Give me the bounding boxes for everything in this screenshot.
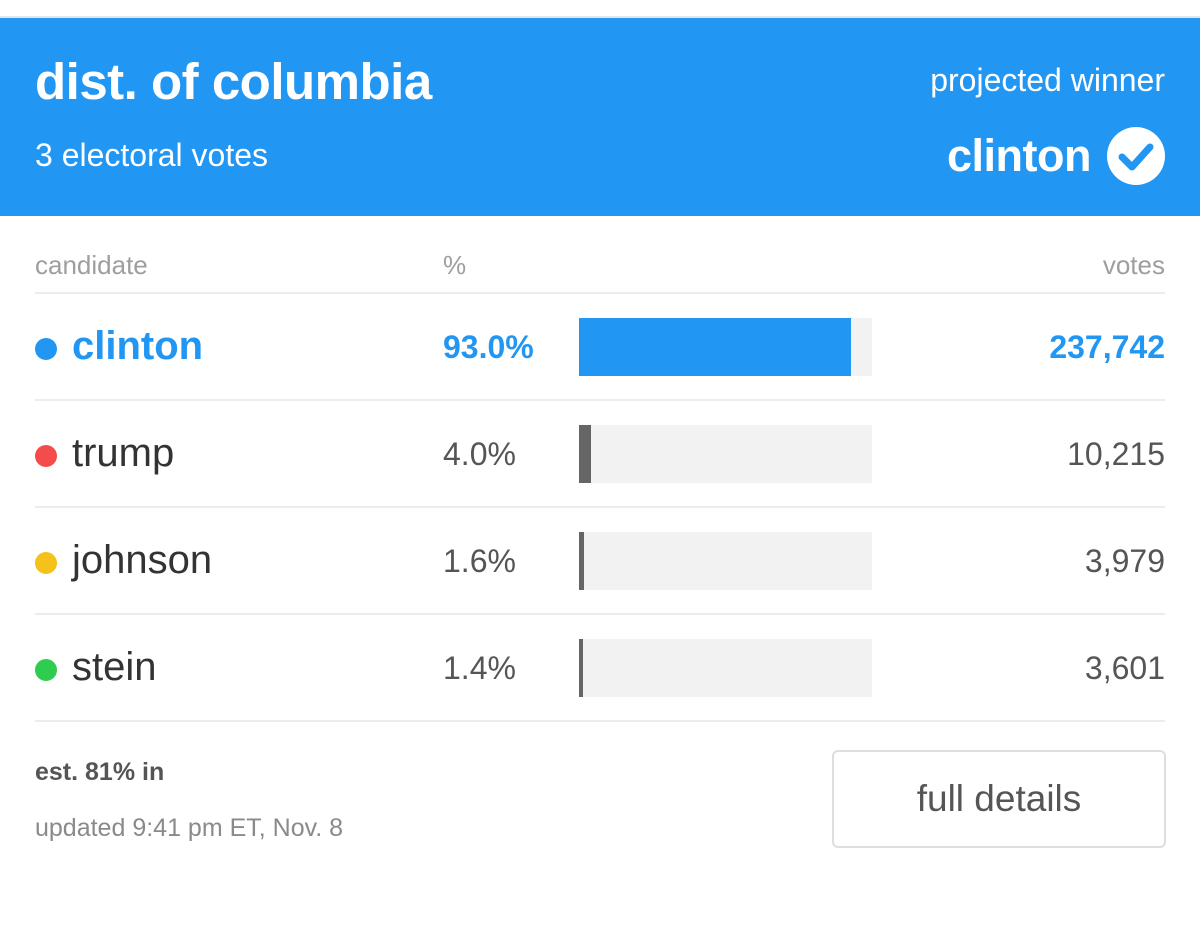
electoral-votes-label: 3 electoral votes (35, 137, 269, 173)
vote-share-bar-fill (579, 639, 583, 697)
candidate-color-dot (35, 338, 57, 360)
candidate-column-header: candidate (35, 250, 148, 280)
candidate-percent: 1.4% (443, 650, 516, 686)
candidate-votes: 3,601 (1084, 650, 1165, 686)
candidate-row-clinton: clinton 93.0% 237,742 (0, 294, 1200, 401)
updated-timestamp: updated 9:41 pm ET, Nov. 8 (35, 814, 344, 842)
percent-column-header: % (443, 250, 467, 280)
check-circle-icon (1107, 127, 1165, 185)
candidate-name: johnson (72, 538, 213, 582)
top-strip (0, 0, 1200, 18)
vote-share-bar-fill (579, 425, 591, 483)
candidate-row-stein: stein 1.4% 3,601 (0, 615, 1200, 722)
projected-winner-label: projected winner (930, 62, 1165, 98)
winner-name: clinton (947, 130, 1091, 181)
candidate-percent: 93.0% (443, 329, 534, 365)
candidate-color-dot (35, 659, 57, 681)
candidate-name: trump (72, 431, 175, 475)
candidate-color-dot (35, 552, 57, 574)
candidate-percent: 4.0% (443, 436, 516, 472)
candidate-color-dot (35, 445, 57, 467)
votes-column-header: votes (1102, 250, 1165, 280)
vote-share-bar-fill (579, 318, 851, 376)
reporting-estimate: est. 81% in (35, 758, 165, 786)
vote-share-bar (579, 318, 872, 376)
vote-share-bar (579, 425, 872, 483)
candidate-percent: 1.6% (443, 543, 516, 579)
vote-share-bar (579, 639, 872, 697)
candidate-name: stein (72, 645, 157, 689)
results-header: dist. of columbia 3 electoral votes proj… (0, 18, 1200, 216)
candidate-votes: 3,979 (1084, 543, 1165, 579)
row-divider (35, 506, 1165, 508)
projected-winner: clinton (947, 124, 1165, 188)
full-details-button[interactable]: full details (832, 750, 1166, 848)
candidate-name: clinton (72, 324, 204, 368)
row-divider (35, 613, 1165, 615)
state-title: dist. of columbia (35, 53, 432, 110)
header-divider (35, 292, 1165, 294)
table-bottom-divider (35, 720, 1165, 722)
candidate-row-johnson: johnson 1.6% 3,979 (0, 508, 1200, 615)
candidate-votes: 10,215 (1067, 436, 1165, 472)
candidate-row-trump: trump 4.0% 10,215 (0, 401, 1200, 508)
candidate-votes: 237,742 (1049, 329, 1165, 365)
vote-share-bar-fill (579, 532, 584, 590)
vote-share-bar (579, 532, 872, 590)
row-divider (35, 399, 1165, 401)
